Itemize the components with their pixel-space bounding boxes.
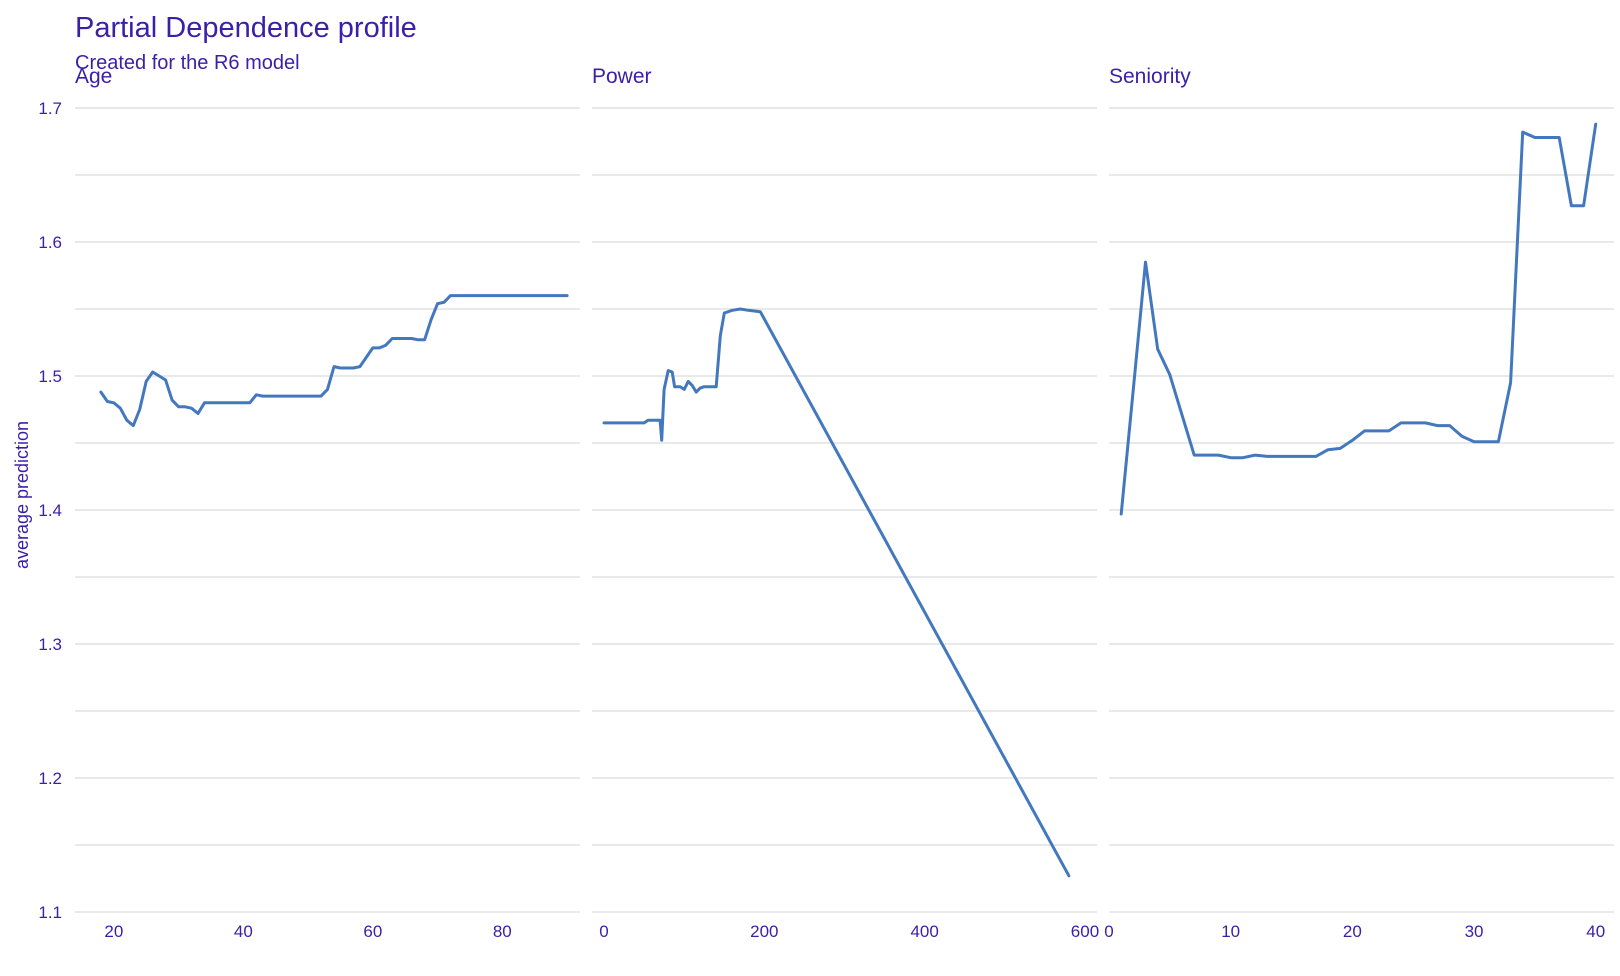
y-axis-ticks: 1.1 1.2 1.3 1.4 1.5 1.6 1.7 xyxy=(38,99,62,922)
x-tick-label: 400 xyxy=(910,922,938,941)
y-tick-label: 1.1 xyxy=(38,903,62,922)
x-tick-label: 40 xyxy=(1586,922,1605,941)
x-tick-label: 30 xyxy=(1465,922,1484,941)
y-tick-label: 1.7 xyxy=(38,99,62,118)
x-tick-label: 0 xyxy=(1104,922,1113,941)
panel-power: Power 0 200 400 600 xyxy=(592,65,1099,941)
profile-line-age xyxy=(99,294,569,428)
x-tick-label: 20 xyxy=(1343,922,1362,941)
y-tick-label: 1.2 xyxy=(38,769,62,788)
y-tick-label: 1.5 xyxy=(38,367,62,386)
panel-seniority: Seniority 0 10 20 30 40 xyxy=(1104,65,1614,941)
x-tick-label: 20 xyxy=(104,922,123,941)
x-tick-label: 0 xyxy=(599,922,608,941)
profile-line-seniority xyxy=(1119,122,1598,516)
x-tick-label: 80 xyxy=(493,922,512,941)
panel-label: Age xyxy=(75,65,112,88)
x-tick-label: 40 xyxy=(234,922,253,941)
panel-label: Power xyxy=(592,65,652,88)
x-tick-label: 200 xyxy=(750,922,778,941)
x-tick-label: 600 xyxy=(1071,922,1099,941)
y-tick-label: 1.3 xyxy=(38,635,62,654)
panel-label: Seniority xyxy=(1109,65,1191,88)
y-tick-label: 1.4 xyxy=(38,501,62,520)
y-tick-label: 1.6 xyxy=(38,233,62,252)
x-tick-label: 10 xyxy=(1221,922,1240,941)
chart-title: Partial Dependence profile xyxy=(75,12,417,44)
facet-panels: Age 20 40 60 80 Power 0 200 400 600 Seniority 0 10 20… xyxy=(75,65,1614,941)
y-axis-label: average prediction xyxy=(12,421,32,569)
x-tick-label: 60 xyxy=(363,922,382,941)
panel-age: Age 20 40 60 80 xyxy=(75,65,580,941)
profile-line-power xyxy=(602,307,1071,878)
chart-subtitle: Created for the R6 model xyxy=(75,52,300,74)
